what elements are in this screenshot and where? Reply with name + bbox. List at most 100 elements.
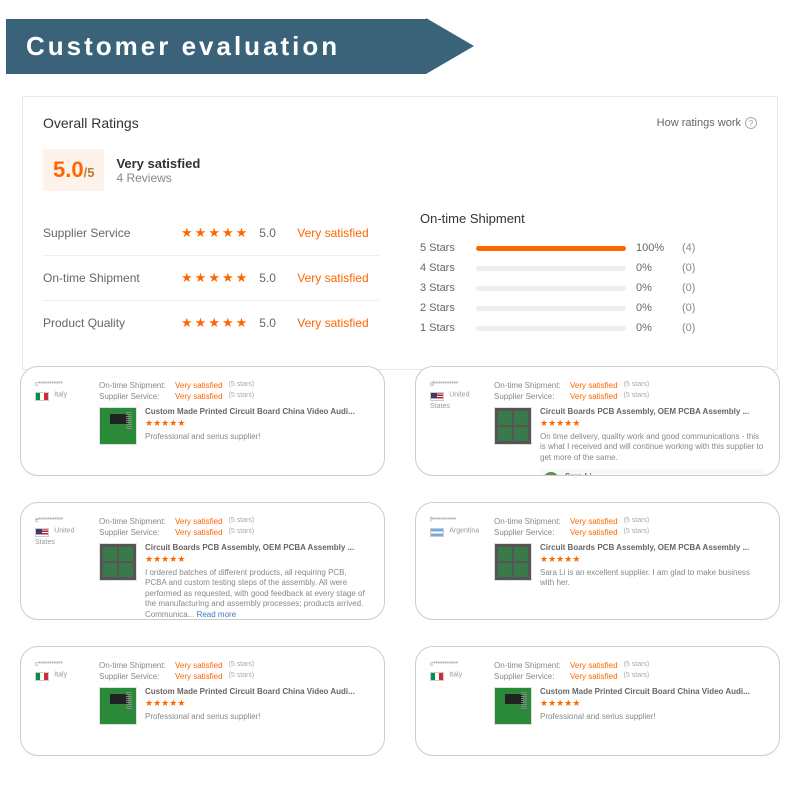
dist-label: 3 Stars [420, 282, 466, 294]
meta-extra-shipment: (5 stars) [624, 517, 650, 526]
distribution-row: 2 Stars 0% (0) [420, 302, 757, 314]
meta-extra-service: (5 stars) [624, 528, 650, 537]
category-score: 5.0 [259, 226, 289, 240]
arrow-head-icon [426, 18, 474, 74]
meta-val-shipment: Very satisfied [175, 517, 223, 526]
review-card[interactable]: c*********** Italy On-time Shipment: Ver… [415, 646, 780, 756]
category-row[interactable]: Product Quality ★★★★★ 5.0 Very satisfied [43, 300, 380, 345]
product-thumb[interactable] [494, 543, 532, 581]
dist-bar [476, 286, 626, 291]
star-icon: ★ [208, 315, 220, 331]
star-icon: ★ [181, 315, 193, 331]
product-thumb[interactable] [494, 407, 532, 445]
product-thumb[interactable] [99, 687, 137, 725]
dist-bar [476, 306, 626, 311]
dist-count: (0) [682, 262, 695, 274]
product-title[interactable]: Circuit Boards PCB Assembly, OEM PCBA As… [540, 543, 765, 552]
how-ratings-text: How ratings work [657, 117, 741, 129]
review-text: On time delivery, quality work and good … [540, 432, 765, 463]
review-card[interactable]: d*********** United States On-time Shipm… [415, 366, 780, 476]
star-icon: ★ [195, 270, 207, 286]
star-icon: ★ [145, 418, 153, 428]
product-title[interactable]: Custom Made Printed Circuit Board China … [145, 687, 370, 696]
meta-key-shipment: On-time Shipment: [99, 381, 169, 390]
meta-key-shipment: On-time Shipment: [494, 661, 564, 670]
category-row[interactable]: On-time Shipment ★★★★★ 5.0 Very satisfie… [43, 255, 380, 300]
supplier-reply: Sara Li Finest PCB Assembly Limited [540, 469, 765, 476]
star-icon: ★ [195, 315, 207, 331]
meta-extra-service: (5 stars) [624, 392, 650, 401]
dist-count: (0) [682, 282, 695, 294]
meta-extra-shipment: (5 stars) [624, 661, 650, 670]
meta-val-shipment: Very satisfied [570, 517, 618, 526]
meta-key-shipment: On-time Shipment: [99, 517, 169, 526]
country-flag-icon [430, 672, 444, 681]
ratings-panel: Overall Ratings How ratings work ? 5.0/5… [22, 96, 778, 370]
review-stars: ★★★★★ [540, 554, 765, 565]
overall-ratings-title: Overall Ratings [43, 115, 139, 131]
product-thumbnail-icon [495, 544, 531, 580]
product-title[interactable]: Custom Made Printed Circuit Board China … [145, 407, 370, 416]
meta-extra-shipment: (5 stars) [229, 661, 255, 670]
review-stars: ★★★★★ [145, 698, 370, 709]
product-title[interactable]: Circuit Boards PCB Assembly, OEM PCBA As… [145, 543, 370, 552]
star-icon: ★ [572, 554, 580, 564]
meta-key-shipment: On-time Shipment: [494, 517, 564, 526]
how-ratings-link[interactable]: How ratings work ? [657, 117, 757, 129]
category-ratings: Supplier Service ★★★★★ 5.0 Very satisfie… [43, 211, 380, 345]
meta-val-service: Very satisfied [175, 392, 223, 401]
reviewer-name: d*********** [430, 381, 486, 388]
category-row[interactable]: Supplier Service ★★★★★ 5.0 Very satisfie… [43, 211, 380, 255]
dist-pct: 0% [636, 322, 672, 334]
category-name: Supplier Service [43, 226, 173, 240]
category-score: 5.0 [259, 271, 289, 285]
read-more-link[interactable]: Read more [197, 610, 237, 619]
meta-extra-shipment: (5 stars) [229, 381, 255, 390]
meta-key-service: Supplier Service: [99, 672, 169, 681]
reviews-grid: c*********** Italy On-time Shipment: Ver… [20, 366, 780, 756]
product-title[interactable]: Circuit Boards PCB Assembly, OEM PCBA As… [540, 407, 765, 416]
reviewer-name: c*********** [430, 661, 486, 668]
review-text: Professional and serius supplier! [145, 712, 370, 722]
meta-val-service: Very satisfied [570, 672, 618, 681]
distribution-row: 4 Stars 0% (0) [420, 262, 757, 274]
review-card[interactable]: f*********** Argentina On-time Shipment:… [415, 502, 780, 620]
reviewer-name: c*********** [35, 661, 91, 668]
dist-count: (0) [682, 322, 695, 334]
reviewer-country: Italy [54, 392, 67, 399]
meta-val-service: Very satisfied [570, 392, 618, 401]
country-flag-icon [35, 528, 49, 537]
review-card[interactable]: e*********** United States On-time Shipm… [20, 502, 385, 620]
product-thumb[interactable] [99, 543, 137, 581]
meta-key-service: Supplier Service: [494, 672, 564, 681]
score-label: Very satisfied [116, 156, 200, 171]
review-card[interactable]: c*********** Italy On-time Shipment: Ver… [20, 646, 385, 756]
dist-bar [476, 246, 626, 251]
star-icon: ★ [540, 418, 548, 428]
country-flag-icon [35, 392, 49, 401]
product-thumb[interactable] [494, 687, 532, 725]
meta-extra-service: (5 stars) [229, 392, 255, 401]
dist-label: 2 Stars [420, 302, 466, 314]
product-title[interactable]: Custom Made Printed Circuit Board China … [540, 687, 765, 696]
star-icon: ★ [153, 554, 161, 564]
meta-key-service: Supplier Service: [494, 392, 564, 401]
reviewer-country: Italy [54, 672, 67, 679]
distribution-row: 1 Stars 0% (0) [420, 322, 757, 334]
category-text: Very satisfied [297, 316, 368, 330]
country-flag-icon [430, 392, 444, 401]
star-icon: ★ [548, 418, 556, 428]
star-icon: ★ [153, 698, 161, 708]
reviewer-name: e*********** [35, 517, 91, 524]
review-card[interactable]: c*********** Italy On-time Shipment: Ver… [20, 366, 385, 476]
dist-label: 5 Stars [420, 242, 466, 254]
star-rating: ★★★★★ [181, 270, 247, 286]
meta-extra-service: (5 stars) [229, 528, 255, 537]
dist-pct: 0% [636, 302, 672, 314]
dist-label: 1 Stars [420, 322, 466, 334]
product-thumbnail-icon [495, 688, 531, 724]
star-icon: ★ [548, 554, 556, 564]
meta-extra-shipment: (5 stars) [624, 381, 650, 390]
star-icon: ★ [208, 270, 220, 286]
product-thumb[interactable] [99, 407, 137, 445]
